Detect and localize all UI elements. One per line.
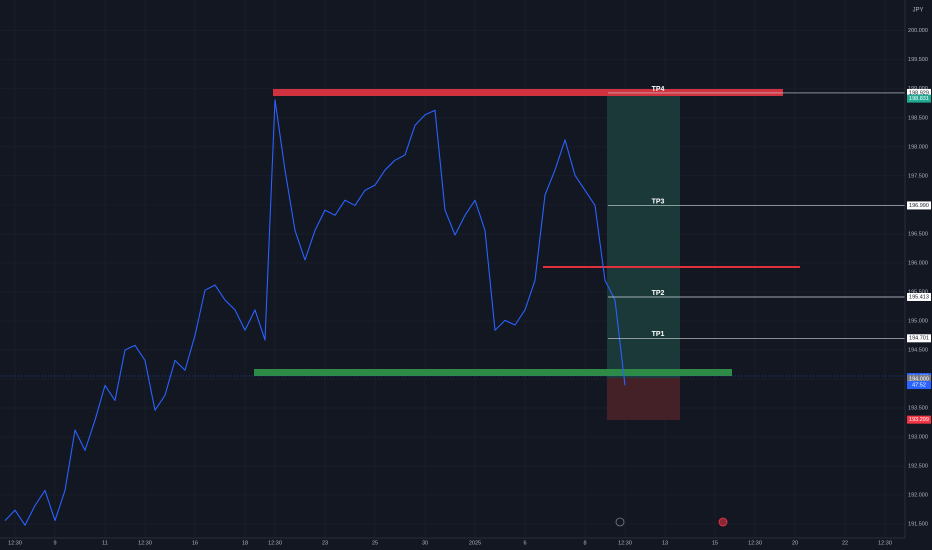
y-tick-label: 197.500: [908, 173, 928, 179]
axes: 191.500 192.000 192.500 193.000 193.500 194.0…: [8, 28, 931, 546]
event-icon: [615, 517, 625, 527]
x-tick-label: 11: [102, 540, 108, 546]
price-badge: [907, 374, 931, 383]
y-tick-label: 192.000: [908, 493, 928, 499]
y-tick-label: 195.500: [908, 289, 928, 295]
event-icon: [718, 517, 728, 527]
tp-badge: [907, 88, 931, 97]
plot: TP4 TP3 TP2 TP1: [4, 86, 905, 526]
x-tick-label: 16: [192, 540, 198, 546]
tp-label: TP1: [652, 331, 665, 338]
x-tick-label: 2025: [469, 540, 481, 546]
y-tick-label: 193.500: [908, 405, 928, 411]
x-tick-label: 12:30: [8, 540, 22, 546]
x-tick-label: 12:30: [878, 540, 892, 546]
y-tick-label: 196.500: [908, 231, 928, 237]
tp-label: TP2: [652, 290, 665, 297]
x-tick-label: 6: [523, 540, 526, 546]
x-tick-label: 30: [422, 540, 428, 546]
y-tick-label: 195.000: [908, 318, 928, 324]
y-tick-label: 199.500: [908, 57, 928, 63]
tp-badge: [907, 334, 931, 343]
y-tick-label: 193.000: [908, 434, 928, 440]
tp-badge-label: 196.990: [909, 203, 929, 209]
countdown-bg: [907, 381, 931, 390]
x-tick-label: 12:30: [748, 540, 762, 546]
y-tick-label: 194.500: [908, 347, 928, 353]
price-badge-label: 194.000: [909, 376, 929, 382]
x-tick-label: 22: [842, 540, 848, 546]
y-tick-label: 198.500: [908, 115, 928, 121]
loss-zone: [607, 378, 680, 420]
countdown: 47:52: [912, 383, 926, 389]
price-badge: [907, 94, 931, 103]
price-badge: [907, 415, 931, 424]
x-tick-label: 15: [712, 540, 718, 546]
y-tick-label: 196.000: [908, 260, 928, 266]
x-tick-label: 25: [372, 540, 378, 546]
x-tick-label: 13: [662, 540, 668, 546]
y-tick-label: 191.500: [908, 522, 928, 528]
grid: [0, 0, 905, 538]
x-tick-label: 12:30: [618, 540, 632, 546]
price-badge-label: 198.831: [909, 96, 929, 102]
tp-badge-label: 194.701: [909, 336, 929, 342]
tp-label: TP3: [652, 198, 665, 205]
x-tick-label: 18: [242, 540, 248, 546]
neckline: [543, 266, 800, 268]
x-tick-label: 23: [322, 540, 328, 546]
price-badge-label: 193.299: [909, 417, 929, 423]
x-tick-label: 20: [792, 540, 798, 546]
currency-label: JPY: [912, 8, 923, 14]
y-tick-label: 192.500: [908, 463, 928, 469]
tp-label: TP4: [652, 86, 665, 93]
profit-zone: [607, 95, 680, 378]
x-tick-label: 8: [583, 540, 586, 546]
y-tick-label: 200.000: [908, 28, 928, 34]
tp-badge-label: 198.929: [909, 90, 929, 96]
tp-badge-label: 195.413: [909, 294, 929, 300]
x-tick-label: 12:30: [138, 540, 152, 546]
tp-badge: [907, 292, 931, 301]
tp-badge: [907, 201, 931, 210]
support-zone: [254, 369, 732, 376]
x-tick-label: 9: [53, 540, 56, 546]
x-tick-label: 12:30: [268, 540, 282, 546]
price-line: [4, 99, 626, 526]
y-tick-label: 198.000: [908, 144, 928, 150]
resistance-zone: [273, 89, 783, 96]
